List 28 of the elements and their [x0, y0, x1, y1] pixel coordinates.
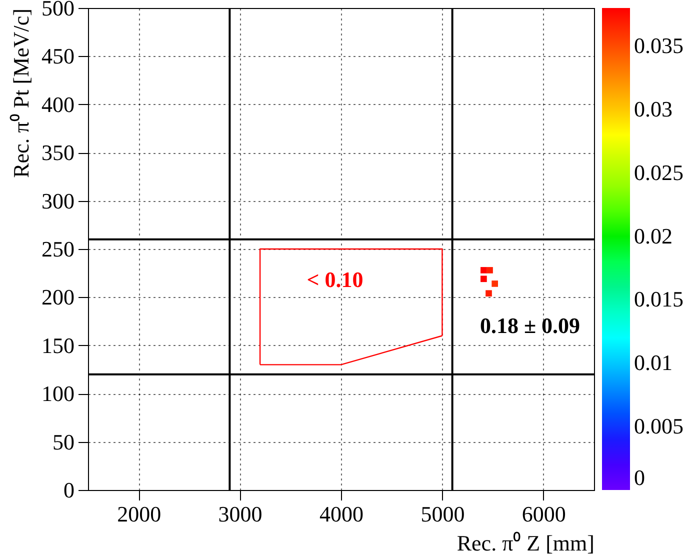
y-tick-label: 400	[42, 92, 74, 117]
color-bar-label: 0.03	[634, 96, 672, 122]
y-tick-label: 350	[42, 140, 74, 166]
x-tick-label: 3000	[218, 502, 262, 526]
color-bar-label: 0	[634, 465, 645, 490]
color-bar-label: 0.025	[634, 160, 684, 185]
y-tick-label: 50	[52, 429, 74, 454]
y-tick-label: 0	[64, 478, 74, 502]
y-tick-label: 300	[42, 188, 74, 214]
x-axis-title: Rec. π⁰ Z [mm]	[456, 530, 594, 554]
color-bar-label: 0.01	[634, 350, 672, 376]
y-tick-label: 150	[42, 332, 74, 358]
color-bar-label: 0.02	[634, 223, 672, 248]
x-tick-label: 4000	[320, 502, 364, 526]
x-tick-label: 6000	[522, 502, 566, 526]
y-tick-label: 500	[42, 0, 74, 20]
color-bar-label: 0.015	[634, 286, 684, 312]
y-tick-label: 100	[42, 381, 74, 406]
y-tick-label: 200	[42, 284, 74, 310]
color-bar-label: 0.005	[634, 414, 684, 439]
y-tick-label: 250	[42, 236, 74, 262]
color-bar-label: 0.035	[634, 33, 684, 58]
y-tick-label: 450	[42, 44, 74, 69]
x-tick-label: 2000	[117, 502, 162, 526]
x-tick-label: 5000	[420, 502, 465, 526]
annotation: 0.18 ± 0.09	[480, 313, 580, 338]
annotation: < 0.10	[306, 267, 364, 292]
y-axis-title: Rec. π⁰ Pt [MeV/c]	[8, 8, 34, 178]
